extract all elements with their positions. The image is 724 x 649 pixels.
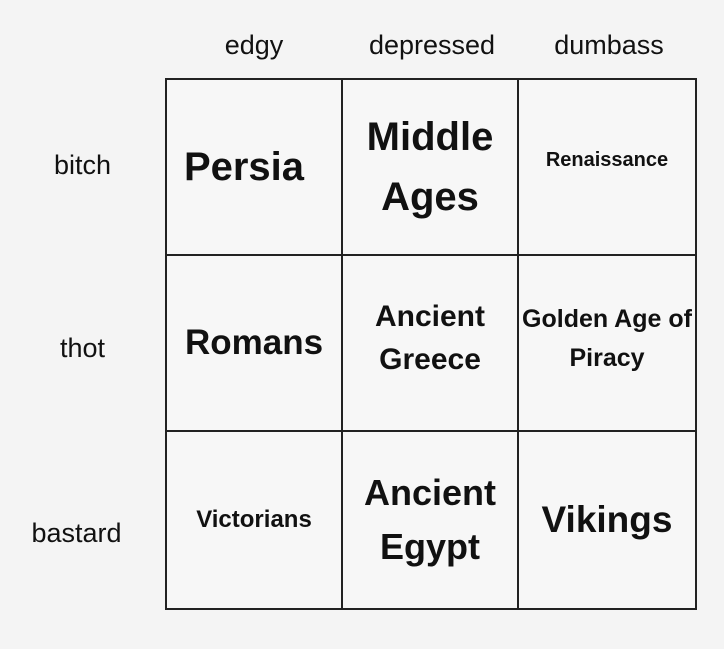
cell-text: Renaissance [545,148,669,171]
row-label-bastard: bastard [31,518,122,548]
column-label-depressed: depressed [368,30,496,60]
cell-renaissance: Renaissance [519,80,695,256]
cell-victorians: Victorians [167,432,343,608]
row-label-thot: thot [59,333,106,363]
cell-ancient-egypt: Ancient Egypt [343,432,519,608]
cell-golden-age-of-piracy: Golden Age of Piracy [519,256,695,432]
cell-text: Persia [183,145,305,189]
cell-ancient-greece: Ancient Greece [343,256,519,432]
column-label-dumbass: dumbass [554,30,664,60]
cell-text: Ancient Egypt [363,472,496,567]
cell-text: Ancient Greece [374,299,485,377]
cell-persia: Persia [167,80,343,256]
cell-text: Romans [184,322,324,362]
cell-text: Middle Ages [366,115,494,219]
cell-text: Golden Age of Piracy [522,305,692,372]
cell-vikings: Vikings [519,432,695,608]
cell-text: Vikings [541,499,673,541]
cell-text: Victorians [196,505,312,533]
column-label-edgy: edgy [224,30,284,60]
cell-middle-ages: Middle Ages [343,80,519,256]
row-label-bitch: bitch [53,150,112,180]
alignment-grid: Persia Middle Ages Renaissance Romans An… [165,78,697,610]
cell-romans: Romans [167,256,343,432]
